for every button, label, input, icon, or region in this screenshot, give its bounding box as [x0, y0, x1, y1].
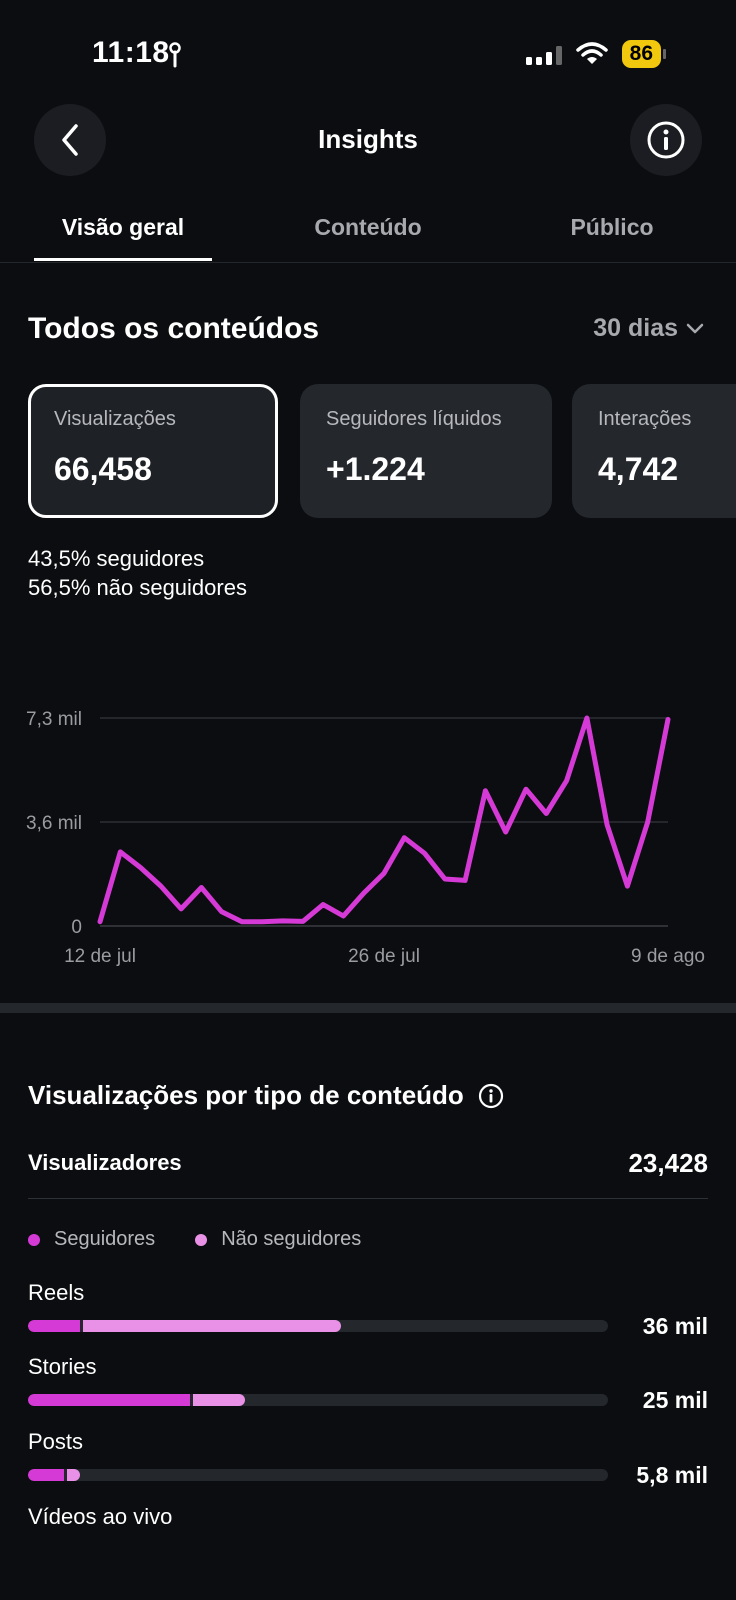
- metric-label: Seguidores líquidos: [326, 408, 502, 430]
- page-title: Insights: [318, 124, 418, 154]
- metric-card-views[interactable]: Visualizações 66,458: [28, 384, 278, 518]
- type-value-stories: 25 mil: [642, 1387, 708, 1413]
- viewers-label: Visualizadores: [28, 1150, 182, 1175]
- chevron-left-icon: [62, 124, 78, 156]
- content-type-title: Visualizações por tipo de conteúdo: [28, 1080, 504, 1111]
- info-button[interactable]: [630, 104, 702, 176]
- bar-segment-non-followers: [83, 1320, 342, 1332]
- views-line-chart: 7,3 mil 3,6 mil 0 12 de jul 26 de jul 9 de ag…: [26, 709, 705, 967]
- bar-posts: [28, 1469, 608, 1481]
- bar-segment-non-followers: [66, 1469, 81, 1481]
- x-tick-label: 26 de jul: [348, 946, 420, 967]
- battery-tip: [663, 49, 666, 59]
- back-button[interactable]: [34, 104, 106, 176]
- type-label-stories: Stories: [28, 1354, 97, 1379]
- chevron-down-icon: [686, 323, 704, 333]
- non-followers-share: 56,5% não seguidores: [28, 575, 247, 601]
- viewers-value: 23,428: [628, 1148, 708, 1178]
- type-label-reels: Reels: [28, 1280, 85, 1305]
- type-label-live: Vídeos ao vivo: [28, 1504, 173, 1529]
- series-line-views: [97, 715, 671, 925]
- bar-stories: [28, 1394, 608, 1406]
- y-tick-label: 3,6 mil: [26, 813, 82, 834]
- non-followers-pct: 56,5%: [28, 575, 91, 600]
- wifi-icon: [575, 42, 608, 64]
- type-label-posts: Posts: [28, 1429, 84, 1454]
- metric-value: 4,742: [598, 451, 679, 487]
- tab-content[interactable]: Conteúdo: [314, 214, 422, 240]
- y-tick-label: 0: [71, 917, 82, 938]
- metric-label: Visualizações: [54, 408, 176, 430]
- section-divider: [0, 1003, 736, 1013]
- legend-dot-non-followers: [195, 1233, 208, 1246]
- info-circle-icon: [647, 121, 685, 159]
- bar-reels: [28, 1320, 608, 1332]
- legend-dot-followers: [28, 1233, 40, 1246]
- type-value-reels: 36 mil: [642, 1313, 708, 1339]
- followers-share: 43,5% seguidores: [28, 546, 204, 572]
- status-indicators: 86: [525, 40, 666, 68]
- tab-divider: [0, 262, 736, 263]
- active-tab-indicator: [34, 258, 212, 261]
- y-tick-label: 7,3 mil: [26, 709, 82, 730]
- date-range-label: 30 dias: [593, 314, 678, 342]
- signal-icon: [525, 46, 562, 65]
- info-circle-icon[interactable]: [478, 1083, 504, 1109]
- non-followers-label: não seguidores: [96, 575, 247, 600]
- legend: Seguidores Não seguidores: [28, 1228, 361, 1251]
- bar-segment-followers: [28, 1469, 64, 1481]
- x-tick-label: 9 de ago: [631, 946, 705, 967]
- followers-pct: 43,5%: [28, 546, 91, 571]
- metric-card-net-followers[interactable]: Seguidores líquidos +1.224: [300, 384, 552, 518]
- type-value-posts: 5,8 mil: [636, 1462, 708, 1488]
- followers-label: seguidores: [96, 546, 205, 571]
- bar-segment-followers: [28, 1394, 191, 1406]
- bar-segment-non-followers: [193, 1394, 245, 1406]
- tab-audience[interactable]: Público: [570, 214, 654, 240]
- metric-value: 66,458: [54, 451, 152, 487]
- divider: [28, 1198, 708, 1199]
- section-title: Todos os conteúdos: [28, 312, 320, 345]
- legend-non-followers: Não seguidores: [221, 1228, 362, 1250]
- content-type-heading: Visualizações por tipo de conteúdo: [28, 1080, 464, 1110]
- status-time: 11:18: [92, 36, 170, 69]
- tab-overview[interactable]: Visão geral: [61, 214, 185, 240]
- legend-followers: Seguidores: [54, 1228, 156, 1250]
- metric-label: Interações: [598, 408, 692, 430]
- battery-level: 86: [621, 40, 661, 68]
- date-range-dropdown[interactable]: 30 dias: [593, 314, 704, 343]
- bar-segment-followers: [28, 1320, 81, 1332]
- location-icon: [169, 42, 181, 68]
- metric-card-interactions[interactable]: Interações 4,742: [572, 384, 736, 518]
- x-tick-label: 12 de jul: [64, 946, 136, 967]
- metric-value: +1.224: [326, 451, 425, 487]
